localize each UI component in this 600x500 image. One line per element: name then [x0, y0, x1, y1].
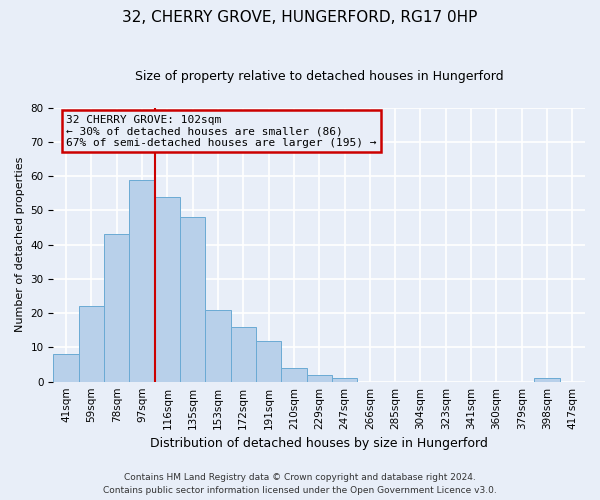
Bar [104, 234, 130, 382]
X-axis label: Distribution of detached houses by size in Hungerford: Distribution of detached houses by size … [150, 437, 488, 450]
Bar [53, 354, 79, 382]
Y-axis label: Number of detached properties: Number of detached properties [15, 157, 25, 332]
Bar [281, 368, 307, 382]
Bar [535, 378, 560, 382]
Bar [180, 218, 205, 382]
Bar [130, 180, 155, 382]
Title: Size of property relative to detached houses in Hungerford: Size of property relative to detached ho… [135, 70, 503, 83]
Bar [307, 375, 332, 382]
Text: Contains HM Land Registry data © Crown copyright and database right 2024.
Contai: Contains HM Land Registry data © Crown c… [103, 474, 497, 495]
Bar [256, 340, 281, 382]
Bar [205, 310, 230, 382]
Bar [230, 327, 256, 382]
Text: 32 CHERRY GROVE: 102sqm
← 30% of detached houses are smaller (86)
67% of semi-de: 32 CHERRY GROVE: 102sqm ← 30% of detache… [66, 114, 377, 148]
Bar [79, 306, 104, 382]
Text: 32, CHERRY GROVE, HUNGERFORD, RG17 0HP: 32, CHERRY GROVE, HUNGERFORD, RG17 0HP [122, 10, 478, 25]
Bar [332, 378, 357, 382]
Bar [155, 197, 180, 382]
